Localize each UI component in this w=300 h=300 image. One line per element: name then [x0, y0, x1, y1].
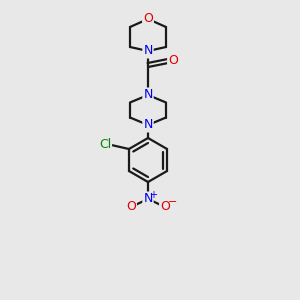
Text: N: N	[143, 193, 153, 206]
Text: N: N	[143, 118, 153, 131]
Text: O: O	[160, 200, 170, 212]
Text: −: −	[168, 197, 178, 207]
Text: Cl: Cl	[99, 137, 111, 151]
Text: O: O	[143, 13, 153, 26]
Text: O: O	[126, 200, 136, 212]
Text: O: O	[168, 55, 178, 68]
Text: N: N	[143, 44, 153, 58]
Text: +: +	[149, 190, 157, 200]
Text: N: N	[143, 88, 153, 101]
